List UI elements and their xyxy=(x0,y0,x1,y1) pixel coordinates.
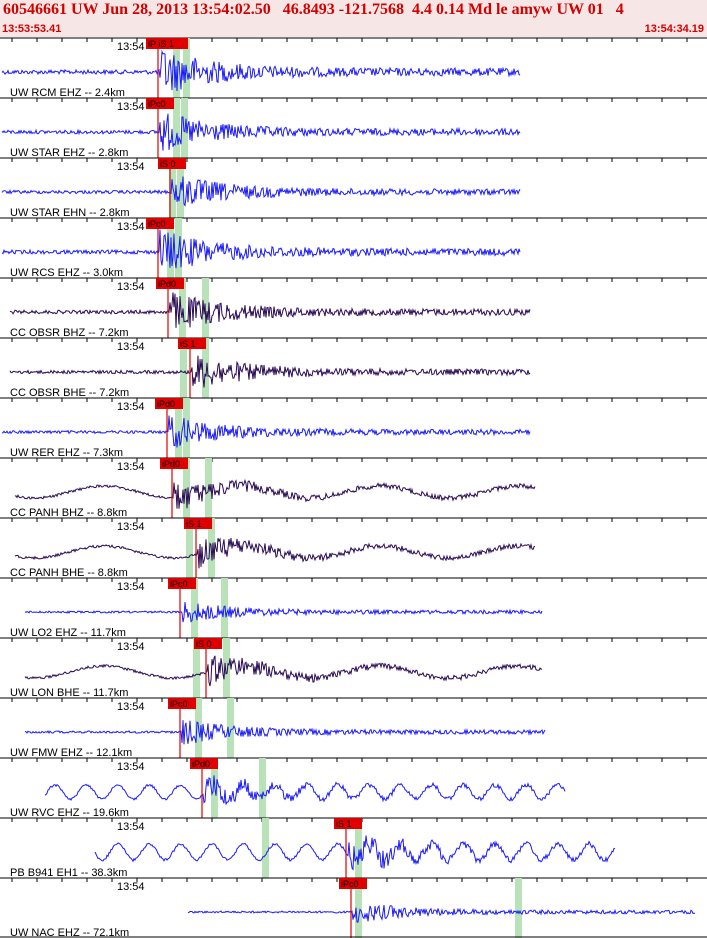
pick-window xyxy=(181,98,188,158)
pick-window xyxy=(259,758,266,818)
pick-window xyxy=(262,818,269,878)
pick-label: iPd0 xyxy=(192,759,210,769)
pick-window xyxy=(179,278,186,338)
pick-window xyxy=(193,638,200,698)
minute-label: 13:54 xyxy=(117,41,145,53)
pick-window xyxy=(202,338,209,398)
station-label: CC PANH BHE -- 8.8km xyxy=(10,567,128,579)
pick-label: iS 1 xyxy=(180,339,196,349)
station-label: UW RER EHZ -- 7.3km xyxy=(10,447,123,459)
waveform-trace xyxy=(14,537,536,569)
start-time: 13:53:53.41 xyxy=(2,23,62,35)
station-label: UW LON BHE -- 11.7km xyxy=(10,687,128,699)
waveform-trace xyxy=(24,720,546,745)
minute-label: 13:54 xyxy=(117,581,145,593)
pick-window xyxy=(180,338,187,398)
waveform-trace xyxy=(44,775,566,805)
pick-window xyxy=(515,878,522,938)
pick-label: iPd0 xyxy=(162,459,180,469)
pick-window xyxy=(223,638,230,698)
waveform-trace xyxy=(94,835,616,871)
pick-label: iPd0 xyxy=(158,279,176,289)
waveform-trace xyxy=(24,655,543,687)
station-label: PB B941 EH1 -- 38.3km xyxy=(10,867,127,879)
minute-label: 13:54 xyxy=(117,701,145,713)
pick-tag xyxy=(184,518,212,529)
waveform-trace xyxy=(1,229,521,269)
pick-label: iPc0 xyxy=(341,879,359,889)
pick-tag xyxy=(339,878,367,889)
station-label: UW LO2 EHZ -- 11.7km xyxy=(10,627,126,639)
pick-window xyxy=(183,458,190,518)
minute-label: 13:54 xyxy=(117,821,145,833)
pick-tag xyxy=(156,278,184,289)
minute-label: 13:54 xyxy=(117,101,145,113)
pick-label: iP iS 1 xyxy=(148,39,174,49)
pick-tag xyxy=(168,698,196,709)
minute-label: 13:54 xyxy=(117,281,145,293)
minute-label: 13:54 xyxy=(117,401,145,413)
pick-window xyxy=(355,878,362,938)
pick-tag xyxy=(160,458,188,469)
waveform-trace xyxy=(1,113,521,151)
pick-window xyxy=(183,398,190,458)
pick-window xyxy=(186,518,193,578)
pick-window xyxy=(191,578,198,638)
pick-label: iPc0 xyxy=(170,699,188,709)
pick-window xyxy=(173,98,180,158)
station-label: CC OBSR BHZ -- 7.2km xyxy=(10,327,129,339)
station-label: CC OBSR BHE -- 7.2km xyxy=(10,387,129,399)
minute-label: 13:54 xyxy=(117,461,145,473)
pick-tag xyxy=(168,578,196,589)
waveform-trace xyxy=(24,601,543,623)
pick-window xyxy=(221,578,228,638)
waveform-trace xyxy=(1,49,521,92)
minute-label: 13:54 xyxy=(117,761,145,773)
minute-label: 13:54 xyxy=(117,221,145,233)
station-label: UW STAR EHN -- 2.8km xyxy=(10,207,130,219)
station-label: UW RVC EHZ -- 19.6km xyxy=(10,807,129,819)
pick-tag xyxy=(194,638,222,649)
pick-label: iS 1 xyxy=(336,819,352,829)
station-label: UW FMW EHZ -- 12.1km xyxy=(10,747,132,759)
pick-label: iS 1 xyxy=(186,519,202,529)
waveform-trace xyxy=(9,292,531,328)
station-label: UW RCM EHZ -- 2.4km xyxy=(10,87,125,99)
minute-label: 13:54 xyxy=(117,161,145,173)
pick-tag xyxy=(146,98,174,109)
pick-label: iPc0 xyxy=(148,219,166,229)
event-title: 60546661 UW Jun 28, 2013 13:54:02.50 46.… xyxy=(3,1,624,18)
minute-label: 13:54 xyxy=(117,641,145,653)
waveform-trace xyxy=(1,176,521,207)
pick-label: iS 0 xyxy=(196,639,212,649)
minute-label: 13:54 xyxy=(117,881,145,893)
pick-window xyxy=(227,698,234,758)
pick-label: iPd0 xyxy=(157,399,175,409)
minute-label: 13:54 xyxy=(117,341,145,353)
station-label: UW NAC EHZ -- 72.1km xyxy=(10,927,129,938)
pick-tag xyxy=(146,218,174,229)
pick-tag xyxy=(178,338,206,349)
pick-tag xyxy=(146,38,188,49)
pick-tag xyxy=(155,398,183,409)
waveform-trace xyxy=(187,904,696,923)
header-bar: 60546661 UW Jun 28, 2013 13:54:02.50 46.… xyxy=(0,0,707,37)
waveform-trace xyxy=(1,415,531,448)
pick-label: iPc0 xyxy=(170,579,188,589)
pick-tag xyxy=(158,158,186,169)
station-label: UW STAR EHZ -- 2.8km xyxy=(10,147,128,159)
pick-tag xyxy=(334,818,362,829)
waveform-trace xyxy=(14,478,536,509)
minute-label: 13:54 xyxy=(117,521,145,533)
pick-tag xyxy=(190,758,218,769)
pick-label: iPc0 xyxy=(148,99,166,109)
pick-label: iS 0 xyxy=(160,159,176,169)
waveform-trace xyxy=(9,355,531,388)
station-label: CC PANH BHZ -- 8.8km xyxy=(10,507,127,519)
pick-window xyxy=(355,818,362,878)
pick-window xyxy=(175,398,182,458)
station-label: UW RCS EHZ -- 3.0km xyxy=(10,267,123,279)
end-time: 13:54:34.19 xyxy=(644,23,704,35)
